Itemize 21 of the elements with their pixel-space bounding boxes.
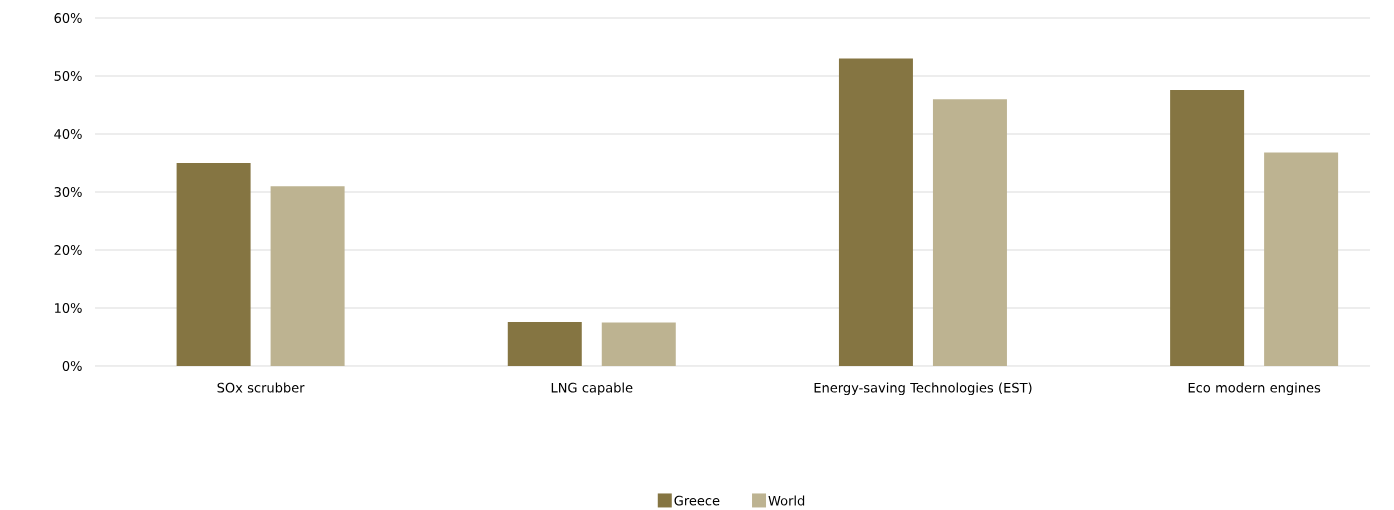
- x-tick-label: LNG capable: [551, 382, 633, 396]
- x-tick-label: SOx scrubber: [217, 382, 305, 393]
- bar: [270, 186, 345, 366]
- y-tick-label: 30%: [54, 187, 82, 197]
- y-tick-label: 40%: [54, 129, 82, 139]
- y-tick-label: 10%: [55, 303, 82, 313]
- bar: [838, 58, 913, 366]
- bar: [1264, 152, 1339, 366]
- y-tick-label: 20%: [54, 245, 82, 255]
- legend-label: Greece: [674, 495, 720, 506]
- legend-label: World: [768, 495, 805, 506]
- y-tick-label: 60%: [54, 13, 82, 23]
- bar: [1170, 89, 1245, 366]
- x-tick-label: Energy-saving Technologies (EST): [814, 382, 1032, 396]
- x-tick-label: Eco modern engines: [1188, 382, 1321, 396]
- bar: [932, 99, 1007, 366]
- y-tick-label: 50%: [54, 71, 82, 81]
- y-tick-label: 0%: [62, 361, 82, 371]
- bar: [176, 162, 251, 366]
- bar: [601, 322, 676, 366]
- bar: [507, 321, 582, 366]
